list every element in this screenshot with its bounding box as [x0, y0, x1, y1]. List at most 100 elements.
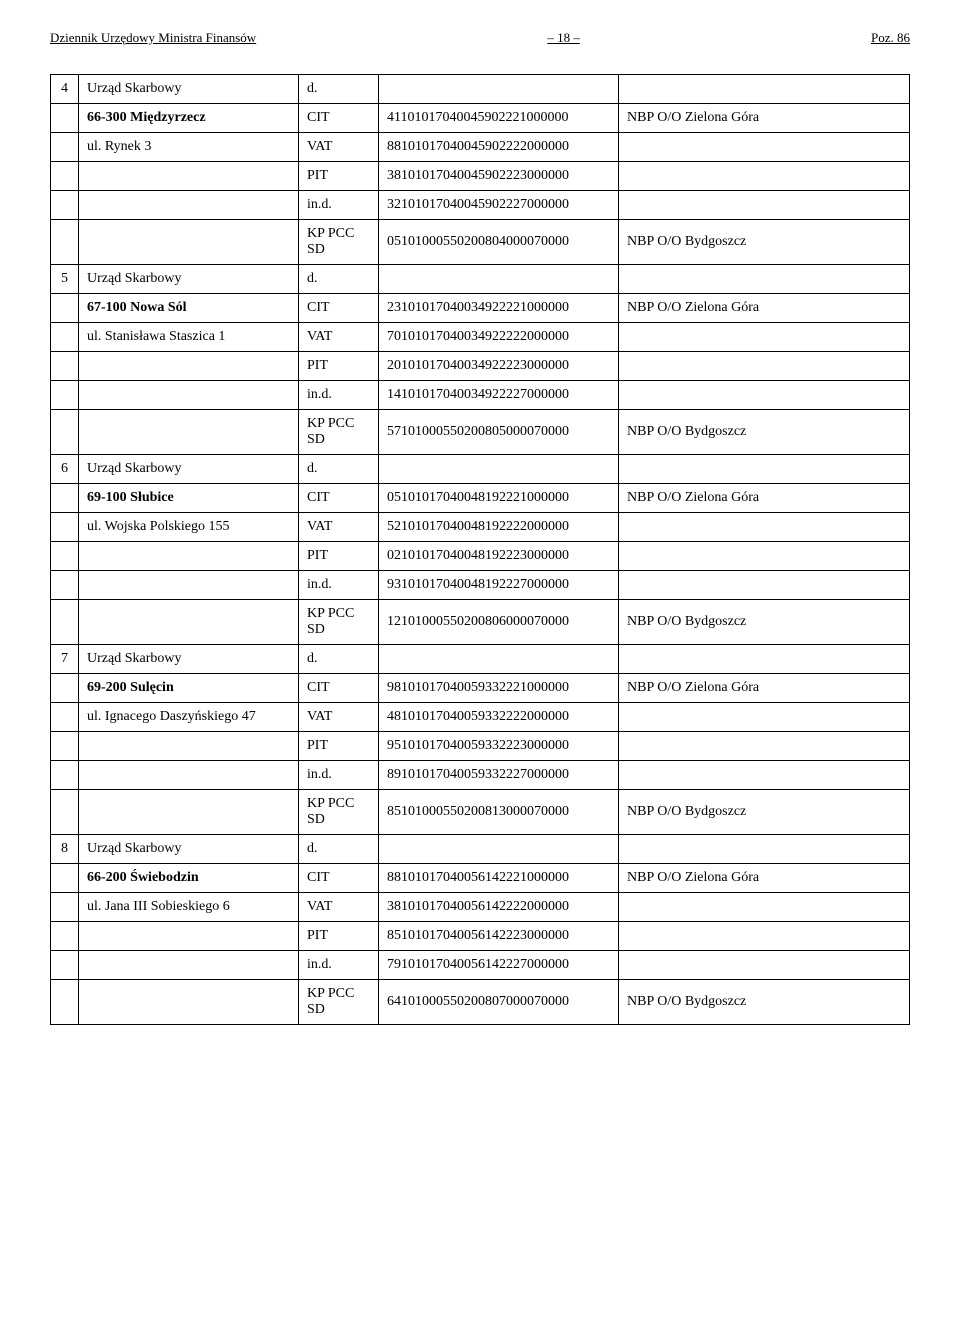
account-number: 98101017040059332221000000 [379, 674, 619, 703]
empty-cell [51, 571, 79, 600]
row-number: 8 [51, 835, 79, 864]
bank-name: NBP O/O Bydgoszcz [619, 790, 910, 835]
tax-type: CIT [299, 294, 379, 323]
empty-cell [79, 732, 299, 761]
bank-name: NBP O/O Zielona Góra [619, 484, 910, 513]
tax-type: in.d. [299, 571, 379, 600]
city-postal: 66-200 Świebodzin [79, 864, 299, 893]
bank-name: NBP O/O Bydgoszcz [619, 980, 910, 1025]
bank-name: NBP O/O Zielona Góra [619, 864, 910, 893]
empty-cell [79, 191, 299, 220]
empty-cell [51, 542, 79, 571]
tax-type: PIT [299, 542, 379, 571]
empty-cell [51, 674, 79, 703]
empty-cell [79, 220, 299, 265]
tax-type: KP PCC SD [299, 790, 379, 835]
office-mark: d. [299, 265, 379, 294]
empty-cell [51, 133, 79, 162]
office-mark: d. [299, 455, 379, 484]
empty-cell [619, 162, 910, 191]
office-name: Urząd Skarbowy [79, 265, 299, 294]
empty-cell [619, 571, 910, 600]
empty-cell [619, 265, 910, 294]
account-number: 05101000550200804000070000 [379, 220, 619, 265]
empty-cell [619, 645, 910, 674]
empty-cell [379, 75, 619, 104]
account-number: 95101017040059332223000000 [379, 732, 619, 761]
account-number: 41101017040045902221000000 [379, 104, 619, 133]
page-header: Dziennik Urzędowy Ministra Finansów – 18… [50, 30, 910, 46]
bank-name: NBP O/O Bydgoszcz [619, 410, 910, 455]
empty-cell [51, 220, 79, 265]
empty-cell [79, 951, 299, 980]
city-postal: 69-100 Słubice [79, 484, 299, 513]
tax-type: PIT [299, 162, 379, 191]
empty-cell [51, 294, 79, 323]
account-number: 32101017040045902227000000 [379, 191, 619, 220]
empty-cell [51, 732, 79, 761]
city-postal: 67-100 Nowa Sól [79, 294, 299, 323]
street-address: ul. Stanisława Staszica 1 [79, 323, 299, 352]
account-number: 88101017040045902222000000 [379, 133, 619, 162]
empty-cell [619, 75, 910, 104]
row-number: 4 [51, 75, 79, 104]
tax-type: KP PCC SD [299, 410, 379, 455]
empty-cell [79, 571, 299, 600]
tax-type: in.d. [299, 191, 379, 220]
tax-type: VAT [299, 703, 379, 732]
empty-cell [51, 703, 79, 732]
empty-cell [79, 980, 299, 1025]
empty-cell [51, 600, 79, 645]
account-number: 38101017040045902223000000 [379, 162, 619, 191]
account-number: 85101000550200813000070000 [379, 790, 619, 835]
header-position: Poz. 86 [871, 30, 910, 46]
header-page-num: – 18 – [547, 30, 580, 46]
tax-type: in.d. [299, 761, 379, 790]
account-number: 52101017040048192222000000 [379, 513, 619, 542]
tax-type: PIT [299, 352, 379, 381]
empty-cell [619, 133, 910, 162]
empty-cell [619, 922, 910, 951]
empty-cell [51, 381, 79, 410]
tax-type: CIT [299, 674, 379, 703]
empty-cell [51, 323, 79, 352]
empty-cell [379, 835, 619, 864]
office-name: Urząd Skarbowy [79, 835, 299, 864]
row-number: 6 [51, 455, 79, 484]
bank-name: NBP O/O Zielona Góra [619, 104, 910, 133]
empty-cell [619, 951, 910, 980]
bank-name: NBP O/O Bydgoszcz [619, 600, 910, 645]
tax-type: PIT [299, 922, 379, 951]
empty-cell [51, 790, 79, 835]
empty-cell [79, 922, 299, 951]
empty-cell [619, 323, 910, 352]
empty-cell [619, 191, 910, 220]
account-number: 64101000550200807000070000 [379, 980, 619, 1025]
empty-cell [79, 381, 299, 410]
empty-cell [619, 513, 910, 542]
empty-cell [379, 455, 619, 484]
tax-type: VAT [299, 133, 379, 162]
empty-cell [51, 191, 79, 220]
account-number: 48101017040059332222000000 [379, 703, 619, 732]
account-number: 14101017040034922227000000 [379, 381, 619, 410]
tax-type: CIT [299, 104, 379, 133]
empty-cell [51, 410, 79, 455]
empty-cell [619, 352, 910, 381]
account-number: 12101000550200806000070000 [379, 600, 619, 645]
tax-type: KP PCC SD [299, 220, 379, 265]
empty-cell [619, 455, 910, 484]
row-number: 7 [51, 645, 79, 674]
account-number: 93101017040048192227000000 [379, 571, 619, 600]
tax-type: in.d. [299, 381, 379, 410]
account-number: 38101017040056142222000000 [379, 893, 619, 922]
account-number: 20101017040034922223000000 [379, 352, 619, 381]
street-address: ul. Wojska Polskiego 155 [79, 513, 299, 542]
empty-cell [379, 645, 619, 674]
empty-cell [619, 703, 910, 732]
tax-type: CIT [299, 484, 379, 513]
account-number: 88101017040056142221000000 [379, 864, 619, 893]
tax-type: KP PCC SD [299, 980, 379, 1025]
empty-cell [379, 265, 619, 294]
empty-cell [79, 790, 299, 835]
